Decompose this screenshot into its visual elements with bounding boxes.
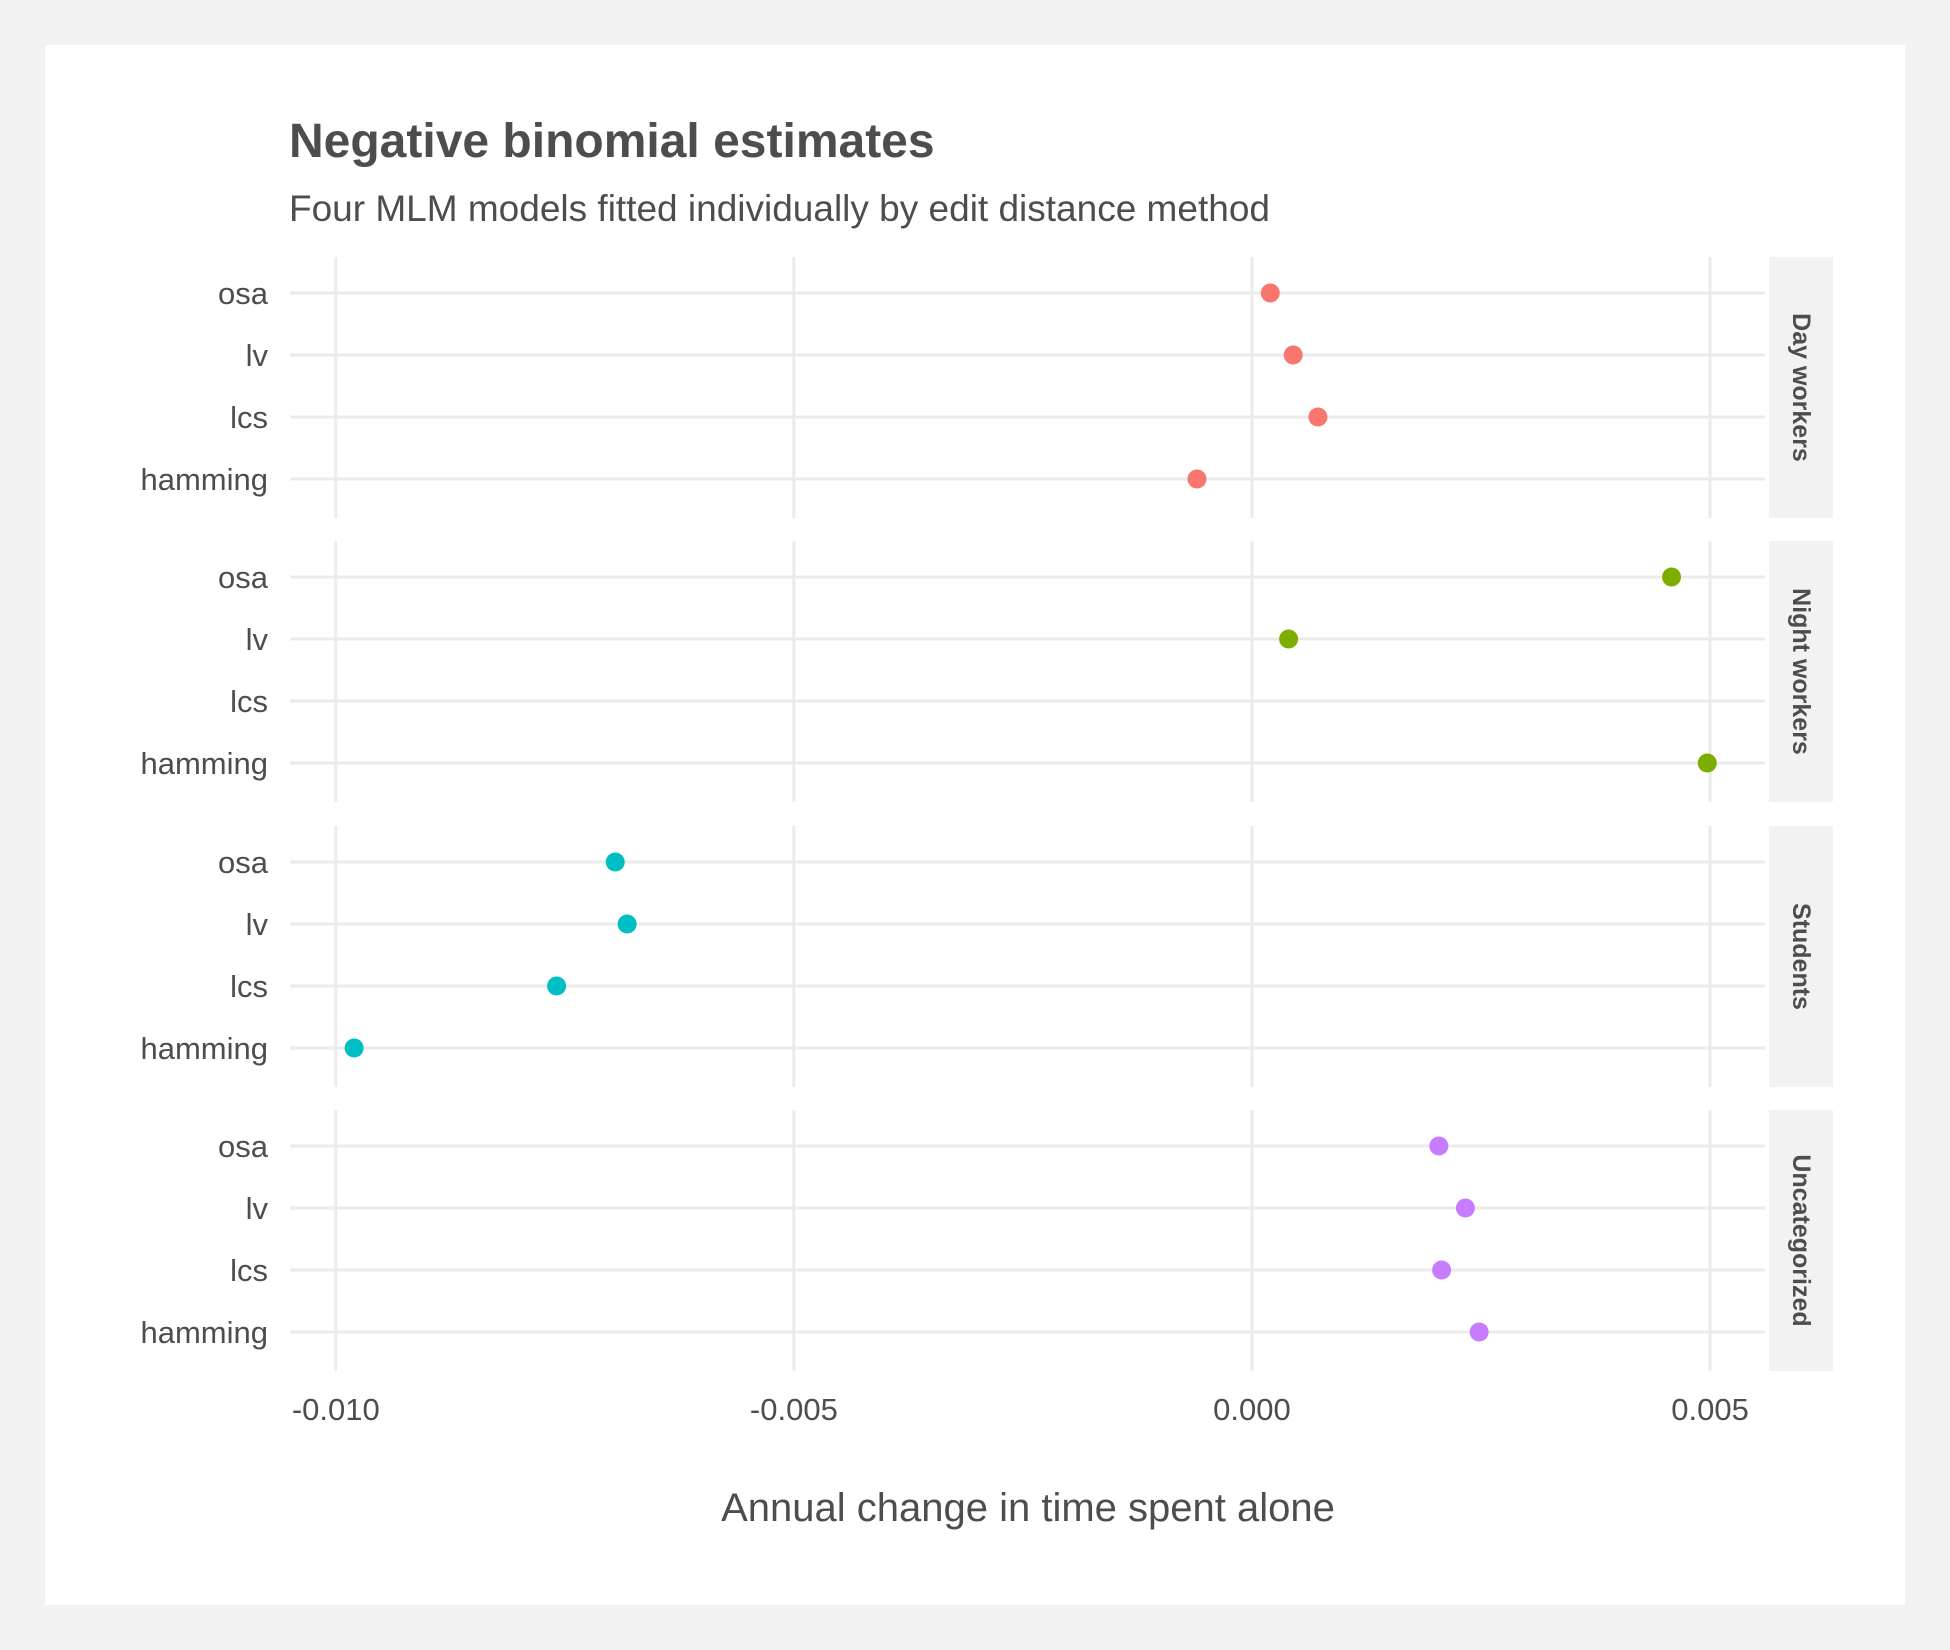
data-point — [547, 976, 567, 996]
x-tick-label: 0.000 — [1213, 1392, 1291, 1427]
plot-card — [45, 45, 1905, 1605]
y-tick-label: lcs — [230, 400, 268, 435]
x-axis-title: Annual change in time spent alone — [721, 1486, 1335, 1530]
x-tick-label: -0.010 — [292, 1392, 380, 1427]
facet-strip — [1769, 541, 1833, 802]
y-tick-label: lv — [246, 1191, 269, 1226]
y-tick-label: lv — [246, 622, 269, 657]
facet-panel: osa lv lcs hamming Night workers — [141, 541, 1833, 802]
y-tick-label: osa — [218, 276, 269, 311]
facet-panel: osa lv lcs hamming Students — [141, 826, 1833, 1087]
facet-panel: osa lv lcs hamming Day workers — [141, 257, 1833, 518]
data-point — [1455, 1198, 1475, 1218]
data-point — [1697, 753, 1717, 773]
facet-panel: osa lv lcs hamming Uncategorized — [141, 1110, 1833, 1371]
data-point — [1429, 1136, 1449, 1156]
x-tick-label: -0.005 — [750, 1392, 838, 1427]
data-point — [605, 852, 625, 872]
y-tick-label: hamming — [141, 1031, 269, 1066]
data-point — [1662, 567, 1682, 587]
data-point — [617, 914, 637, 934]
x-tick-label: 0.005 — [1671, 1392, 1749, 1427]
y-tick-label: osa — [218, 1129, 269, 1164]
facet-strip-label: Students — [1787, 903, 1815, 1010]
y-tick-label: hamming — [141, 462, 269, 497]
facet-panels: osa lv lcs hamming Day workers osa lv lcs hammin… — [141, 257, 1833, 1371]
facet-strip — [1769, 826, 1833, 1087]
facet-strip-label: Night workers — [1787, 588, 1815, 755]
facet-strip-label: Day workers — [1787, 313, 1815, 462]
data-point — [1308, 407, 1328, 427]
chart-title: Negative binomial estimates — [289, 115, 935, 168]
data-point — [1283, 345, 1303, 365]
x-axis-ticks: -0.010 -0.005 0.000 0.005 — [292, 1392, 1749, 1427]
chart-subtitle: Four MLM models fitted individually by e… — [289, 188, 1270, 229]
y-tick-label: lv — [246, 907, 269, 942]
data-point — [1187, 469, 1207, 489]
data-point — [1469, 1322, 1489, 1342]
y-tick-label: lv — [246, 338, 269, 373]
data-point — [1279, 629, 1299, 649]
data-point — [1432, 1260, 1452, 1280]
facet-strip-label: Uncategorized — [1787, 1154, 1815, 1326]
data-point — [1260, 283, 1280, 303]
y-tick-label: hamming — [141, 746, 269, 781]
facet-strip — [1769, 257, 1833, 518]
data-point — [344, 1038, 364, 1058]
facet-strip — [1769, 1110, 1833, 1371]
y-tick-label: hamming — [141, 1315, 269, 1350]
y-tick-label: lcs — [230, 1253, 268, 1288]
y-tick-label: lcs — [230, 969, 268, 1004]
y-tick-label: osa — [218, 845, 269, 880]
y-tick-label: osa — [218, 560, 269, 595]
y-tick-label: lcs — [230, 684, 268, 719]
